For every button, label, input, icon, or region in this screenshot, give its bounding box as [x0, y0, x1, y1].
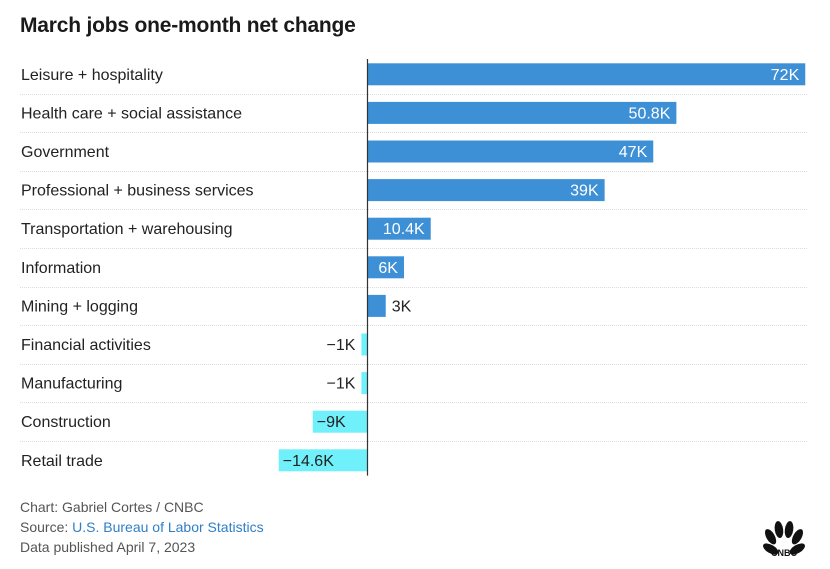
value-label: −1K	[326, 376, 355, 393]
category-label: Professional + business services	[21, 183, 254, 200]
bar	[367, 217, 431, 240]
bar	[367, 63, 806, 86]
source-link[interactable]: U.S. Bureau of Labor Statistics	[72, 519, 264, 535]
value-label: −9K	[317, 414, 346, 431]
value-label: −1K	[326, 337, 355, 354]
bar	[361, 372, 368, 395]
value-label: 3K	[392, 298, 412, 315]
value-label: 39K	[570, 183, 599, 200]
bar	[367, 256, 404, 279]
cnbc-logo: CNBC	[763, 521, 805, 558]
category-label: Retail trade	[21, 453, 103, 470]
category-label: Transportation + warehousing	[21, 221, 233, 238]
category-label: Health care + social assistance	[21, 105, 242, 122]
bar	[367, 179, 605, 202]
bar	[278, 449, 368, 472]
bar	[367, 294, 386, 317]
source-prefix: Source:	[20, 519, 73, 535]
bar	[367, 101, 677, 124]
bar	[312, 410, 368, 433]
category-label: Information	[21, 260, 101, 277]
value-label: 47K	[619, 144, 648, 161]
category-label: Manufacturing	[21, 376, 122, 393]
chart-title: March jobs one-month net change	[20, 14, 356, 37]
chart-source: Source: U.S. Bureau of Labor Statistics	[20, 517, 264, 537]
value-label: 10.4K	[383, 221, 425, 238]
value-label: 72K	[771, 67, 800, 84]
value-label: 6K	[378, 260, 398, 277]
category-label: Government	[21, 144, 110, 161]
logo-text: CNBC	[771, 548, 797, 558]
bar	[361, 333, 368, 356]
bar	[367, 140, 654, 163]
category-label: Financial activities	[21, 337, 151, 354]
category-label: Leisure + hospitality	[21, 67, 163, 84]
chart-footer: Chart: Gabriel Cortes / CNBC Source: U.S…	[20, 497, 264, 557]
category-label: Mining + logging	[21, 298, 138, 315]
peacock-icon	[763, 521, 805, 555]
category-label: Construction	[21, 414, 111, 431]
value-label: −14.6K	[283, 453, 334, 470]
data-published: Data published April 7, 2023	[20, 539, 196, 555]
chart-credit: Chart: Gabriel Cortes / CNBC	[20, 499, 204, 515]
value-label: 50.8K	[629, 105, 671, 122]
